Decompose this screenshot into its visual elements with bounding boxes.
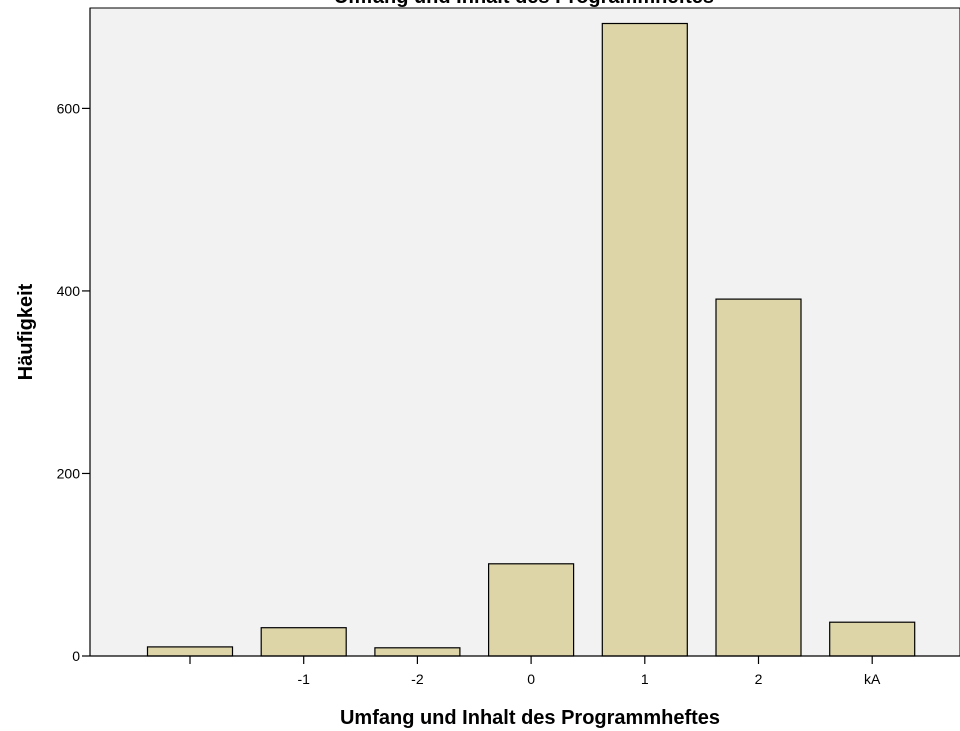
chart-title: Umfang und Inhalt des Programmheftes — [334, 0, 714, 8]
x-tick-label-4: 0 — [527, 671, 535, 687]
bar-2 — [260, 627, 347, 657]
plot-background — [89, 7, 960, 657]
axes: -1 -2 0 1 2 kA 0 200 400 600 — [57, 8, 960, 687]
bar-1 — [146, 646, 234, 657]
y-tick-label-3: 400 — [57, 283, 81, 299]
bar-6 — [715, 298, 802, 657]
x-tick-label-2: -1 — [297, 671, 310, 687]
x-axis-label: Umfang und Inhalt des Programmheftes — [340, 707, 720, 729]
y-tick-label-1: 0 — [72, 648, 80, 664]
bars — [146, 22, 916, 657]
bar-3 — [374, 647, 461, 657]
plot-area — [89, 7, 960, 657]
x-tick-label-7: kA — [864, 671, 881, 687]
bar-4 — [488, 563, 575, 657]
x-tick-label-5: 1 — [641, 671, 649, 687]
x-tick-label-6: 2 — [755, 671, 763, 687]
x-tick-label-3: -2 — [411, 671, 424, 687]
y-axis-label: Häufigkeit — [15, 283, 37, 380]
y-tick-label-4: 600 — [57, 100, 81, 116]
y-tick-label-2: 200 — [57, 465, 81, 481]
bar-7 — [829, 621, 916, 657]
bar-5 — [601, 22, 688, 657]
